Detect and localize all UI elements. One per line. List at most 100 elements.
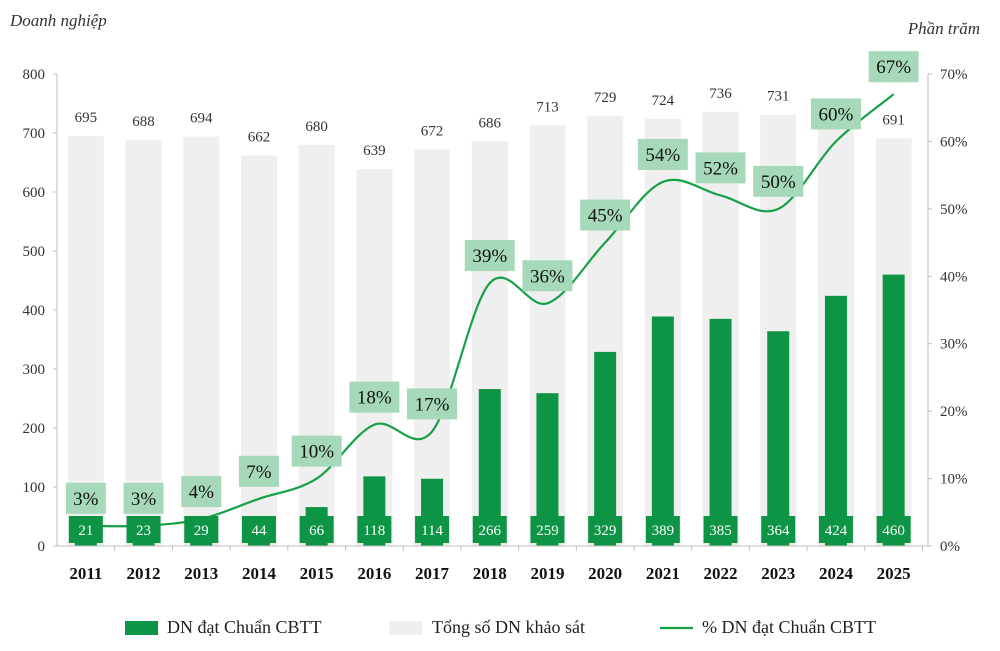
dn-label-box [530, 516, 565, 543]
pct-label: 17% [415, 394, 450, 415]
pct-label: 36% [530, 266, 565, 287]
legend-swatch-dn [125, 621, 158, 635]
right-tick-label: 20% [940, 404, 968, 420]
pct-label-box [65, 482, 106, 514]
dn-label-box [299, 516, 334, 543]
right-tick-label: 70% [940, 67, 968, 83]
right-tick-label: 50% [940, 202, 968, 218]
dn-bar-label: 329 [594, 523, 617, 539]
pct-label-box [407, 388, 458, 420]
legend-label-dn: DN đạt Chuẩn CBTT [167, 617, 322, 637]
pct-label-box [637, 138, 688, 170]
x-tick-label: 2019 [530, 564, 564, 583]
pct-label: 3% [131, 489, 157, 510]
total-bar [67, 135, 104, 546]
pct-label-box [868, 51, 919, 83]
right-axis-title: Phần trăm [907, 19, 980, 38]
pct-label: 45% [588, 206, 623, 227]
total-bar-label: 731 [767, 89, 790, 105]
dn-bar [824, 295, 847, 546]
pct-label-box [349, 381, 400, 413]
left-tick-label: 600 [23, 185, 46, 201]
left-tick-label: 300 [23, 362, 46, 378]
left-tick-label: 200 [23, 421, 46, 437]
total-bar-label: 724 [652, 93, 675, 109]
dn-bar-label: 424 [825, 523, 848, 539]
dn-bar [478, 389, 501, 546]
dn-bar [767, 331, 790, 546]
pct-label: 39% [472, 246, 507, 267]
legend-swatch-total [389, 621, 422, 635]
pct-label: 50% [761, 172, 796, 193]
pct-label-box [522, 260, 573, 292]
total-bar-label: 691 [882, 112, 905, 128]
pct-label: 4% [189, 482, 215, 503]
pct-label-box [753, 165, 804, 197]
left-tick-label: 100 [23, 480, 46, 496]
pct-label-box [181, 476, 222, 508]
pct-label: 18% [357, 388, 392, 409]
dn-bar-label: 23 [136, 523, 151, 539]
dn-label-box [472, 516, 507, 543]
dn-bar-label: 364 [767, 523, 790, 539]
total-bar-label: 736 [709, 86, 732, 102]
pct-label: 60% [819, 104, 854, 125]
x-tick-label: 2013 [184, 564, 218, 583]
dn-label-box [357, 516, 392, 543]
dn-label-box [241, 516, 276, 543]
dn-bar-label: 385 [709, 523, 732, 539]
dn-bar-label: 259 [536, 523, 559, 539]
pct-label-box [464, 240, 515, 272]
total-bar-label: 729 [594, 90, 617, 106]
total-bar-label: 694 [190, 111, 213, 127]
dn-label-box [588, 516, 623, 543]
total-bar-label: 713 [536, 99, 559, 115]
dn-label-box [645, 516, 680, 543]
dn-label-box [761, 516, 796, 543]
legend: DN đạt Chuẩn CBTT Tổng số DN khảo sát % DN… [125, 617, 876, 637]
dn-bar [536, 393, 559, 546]
pct-label-box [580, 199, 631, 231]
pct-label-box [238, 455, 279, 487]
x-tick-label: 2018 [473, 564, 507, 583]
total-bar-label: 672 [421, 124, 444, 140]
x-tick-label: 2017 [415, 564, 450, 583]
dn-bar-label: 460 [882, 523, 905, 539]
legend-label-pct: % DN đạt Chuẩn CBTT [702, 617, 876, 637]
dn-bar-label: 29 [194, 523, 209, 539]
x-tick-label: 2020 [588, 564, 622, 583]
dn-label-box [818, 516, 853, 543]
dn-label-box [68, 516, 103, 543]
total-bar-label: 662 [248, 129, 271, 145]
x-tick-label: 2024 [819, 564, 854, 583]
pct-label-box [695, 152, 746, 184]
right-tick-label: 30% [940, 337, 968, 353]
dn-bar-label: 118 [363, 523, 385, 539]
percent-line [85, 93, 895, 528]
dn-bar [594, 351, 617, 546]
total-bar-label: 680 [305, 119, 328, 135]
left-tick-label: 500 [23, 244, 46, 260]
dn-label-box [184, 516, 219, 543]
pct-label: 67% [876, 57, 911, 78]
right-tick-label: 0% [940, 539, 960, 555]
total-bar-label: 688 [132, 114, 155, 130]
total-bar [240, 155, 277, 547]
dn-bar-label: 389 [652, 523, 675, 539]
pct-label: 3% [73, 489, 99, 510]
x-tick-label: 2014 [242, 564, 277, 583]
x-tick-label: 2025 [877, 564, 911, 583]
pct-label-box [123, 482, 164, 514]
dn-bar [882, 274, 905, 546]
dn-bar [651, 316, 674, 546]
total-bar-label: 686 [479, 115, 502, 131]
axes: 0 100 200 300 400 500 600 700 800 0% 10% 20% 30% 40% 5… [23, 67, 968, 583]
x-tick-label: 2011 [69, 564, 102, 583]
legend-label-total: Tổng số DN khảo sát [432, 617, 585, 637]
right-tick-label: 10% [940, 472, 968, 488]
right-tick-label: 40% [940, 269, 968, 285]
dn-label-box [126, 516, 161, 543]
left-tick-label: 800 [23, 67, 46, 83]
left-tick-label: 0 [38, 539, 46, 555]
